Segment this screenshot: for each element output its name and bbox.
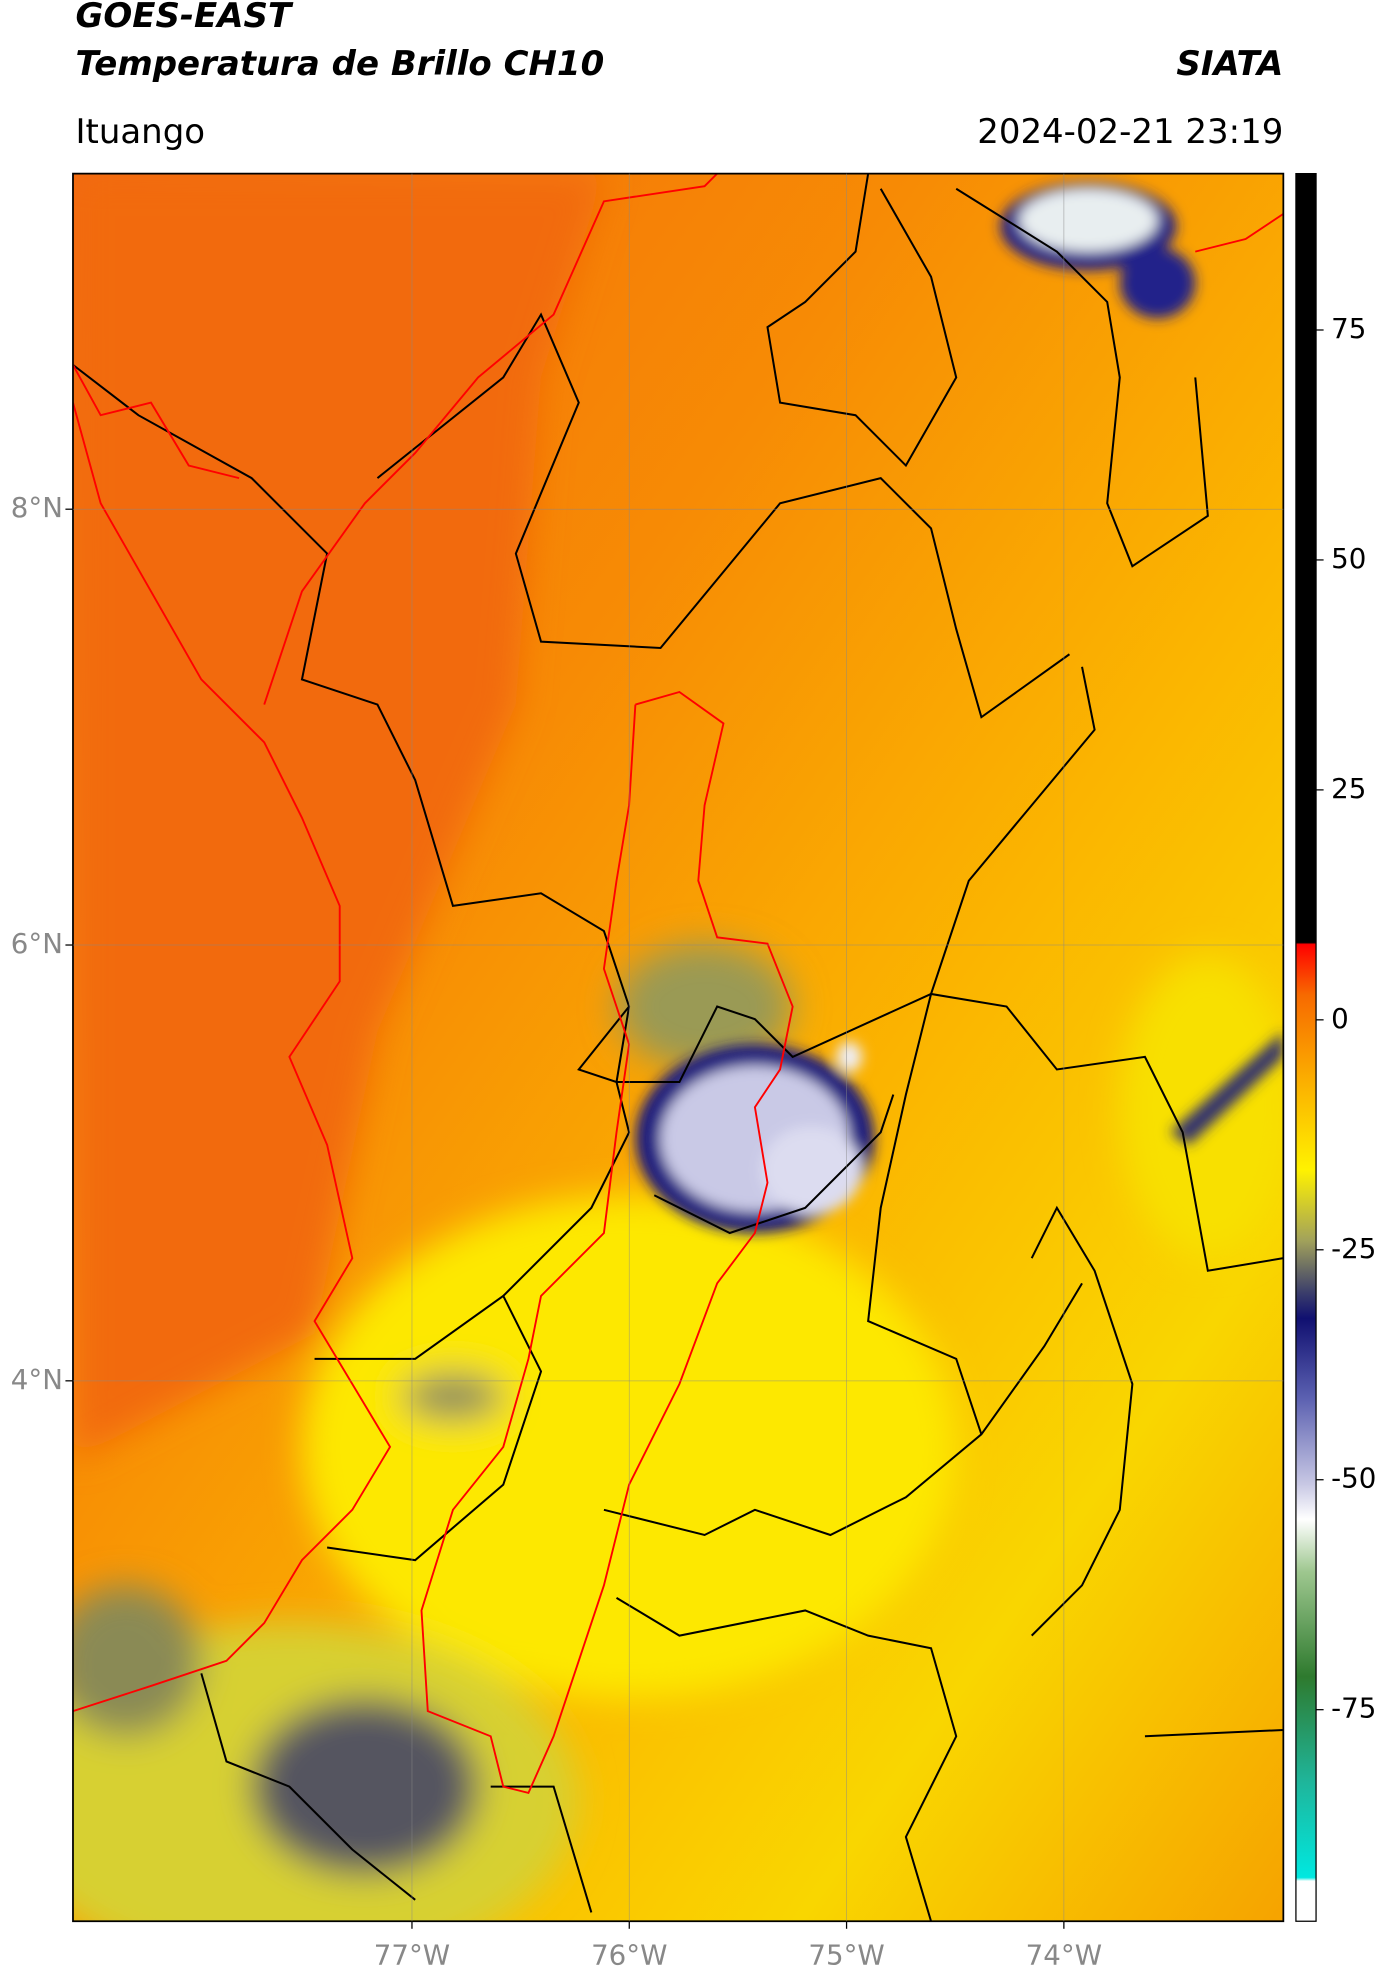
- coastline-and-region: [72, 173, 1284, 1795]
- map-image: [72, 173, 1284, 1922]
- lat-tick-label: 8°N: [11, 491, 63, 524]
- title: GOES-EAST: [75, 0, 293, 36]
- datetime: 2024-02-21 23:19: [977, 112, 1283, 152]
- lat-tick-label: 6°N: [11, 927, 63, 960]
- colorbar-tick-label: 0: [1331, 1002, 1349, 1035]
- colorbar: [1295, 172, 1317, 1922]
- admin-borders: [72, 173, 1284, 1922]
- map-frame: [72, 172, 1285, 1923]
- colorbar-tick-label: -50: [1331, 1462, 1376, 1495]
- lon-tick-label: 75°W: [808, 1938, 884, 1971]
- colorbar-tick-label: 75: [1331, 312, 1366, 345]
- source: SIATA: [1176, 44, 1283, 84]
- colorbar-tick-label: 25: [1331, 772, 1366, 805]
- lon-tick-label: 76°W: [591, 1938, 667, 1971]
- colorbar-tick-label: -25: [1331, 1232, 1376, 1265]
- location: Ituango: [75, 112, 205, 152]
- subtitle: Temperatura de Brillo CH10: [75, 44, 604, 84]
- lon-tick-label: 74°W: [1026, 1938, 1102, 1971]
- lat-tick-label: 4°N: [11, 1363, 63, 1396]
- lon-tick-label: 77°W: [374, 1938, 450, 1971]
- colorbar-tick-label: -75: [1331, 1692, 1376, 1725]
- colorbar-tick-label: 50: [1331, 542, 1366, 575]
